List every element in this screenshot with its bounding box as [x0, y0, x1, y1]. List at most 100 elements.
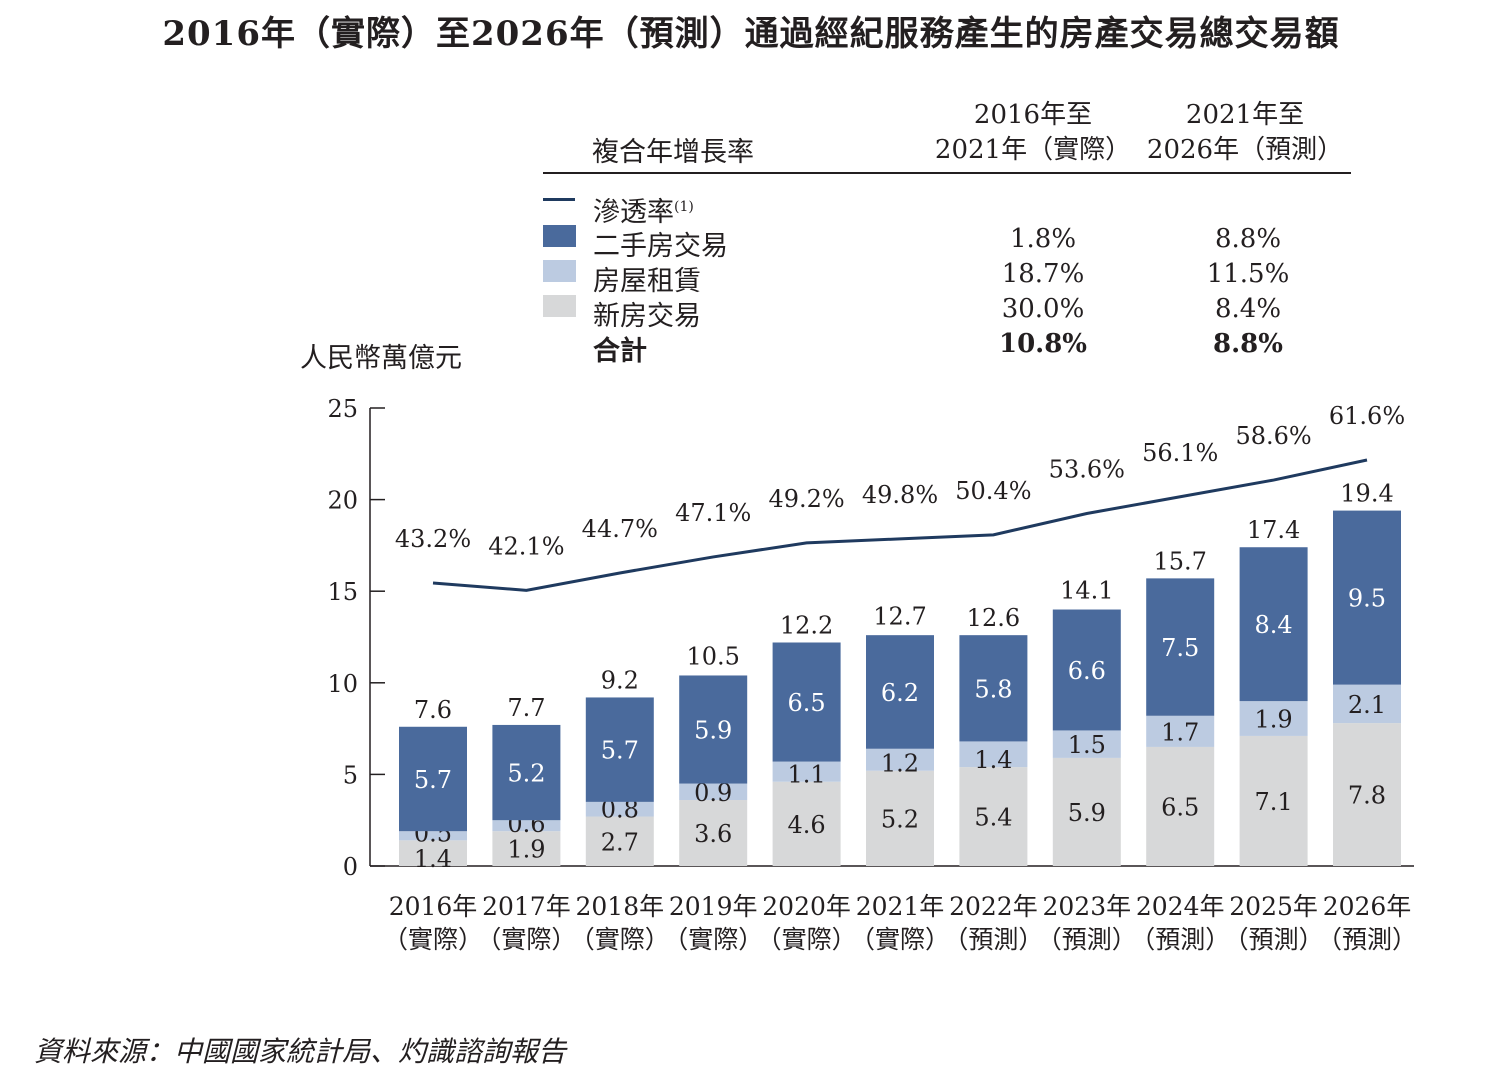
- cagr-value: 8.8%: [1213, 329, 1283, 359]
- penetration-rate-label: 42.1%: [488, 532, 564, 560]
- legend-label: 房屋租賃: [593, 266, 701, 297]
- x-tick-sublabel: （預測）: [1130, 925, 1230, 954]
- bar-value-label: 1.2: [881, 750, 919, 778]
- x-tick-label: 2025年: [1229, 892, 1318, 921]
- bar-segment: [1239, 701, 1308, 736]
- y-tick-label: 20: [327, 487, 358, 515]
- bar-segment: [679, 783, 748, 801]
- bar-total-label: 15.7: [1153, 547, 1206, 575]
- bar-total-label: 17.4: [1247, 516, 1300, 544]
- bar-segment: [959, 741, 1028, 768]
- x-tick-label: 2024年: [1136, 892, 1225, 921]
- x-tick-label: 2018年: [575, 892, 664, 921]
- cagr-period-2: 2021年至 2026年（預測）: [1140, 98, 1350, 168]
- bar-segment: [585, 697, 654, 802]
- bar-value-label: 5.7: [601, 737, 639, 765]
- penetration-rate-label: 53.6%: [1049, 455, 1125, 483]
- chart-title: 2016年（實際）至2026年（預測）通過經紀服務產生的房產交易總交易額: [162, 14, 1340, 54]
- cagr-value: 30.0%: [1001, 294, 1085, 324]
- cagr-header-rule: [543, 172, 1351, 174]
- bar-segment: [772, 761, 841, 782]
- x-tick-sublabel: （預測）: [1224, 925, 1324, 954]
- cagr-value: 1.8%: [1009, 224, 1077, 254]
- bar-value-label: 5.9: [694, 717, 732, 745]
- bar-segment: [866, 770, 934, 866]
- penetration-rate-label: 43.2%: [395, 525, 471, 553]
- bar-total-label: 12.7: [873, 602, 926, 630]
- bar-segment: [1333, 684, 1401, 724]
- bar-value-label: 5.9: [1068, 799, 1106, 827]
- bar-segment: [1333, 723, 1401, 866]
- bar-value-label: 1.4: [974, 746, 1012, 774]
- bar-segment: [1146, 715, 1215, 747]
- bar-segment: [1146, 746, 1215, 866]
- legend-swatch: [543, 295, 576, 317]
- legend-label: 合計: [593, 336, 647, 367]
- bar-total-label: 7.6: [414, 696, 452, 724]
- bar-value-label: 5.4: [974, 804, 1012, 832]
- legend-swatch: [543, 225, 576, 247]
- x-tick-sublabel: （實際）: [476, 925, 576, 954]
- bar-total-label: 10.5: [686, 643, 739, 671]
- source-note: 資料來源：中國國家統計局、灼識諮詢報告: [34, 1035, 567, 1068]
- penetration-rate-label: 50.4%: [955, 477, 1031, 505]
- cagr-value: 10.8%: [998, 329, 1088, 359]
- y-tick-label: 5: [343, 761, 358, 789]
- bar-value-label: 6.5: [788, 689, 826, 717]
- bar-segment: [866, 748, 934, 771]
- penetration-rate-label: 61.6%: [1329, 402, 1405, 430]
- cagr-value: 8.8%: [1214, 224, 1282, 254]
- bar-value-label: 3.6: [694, 820, 732, 848]
- bar-value-label: 1.9: [507, 836, 545, 864]
- bar-total-label: 14.1: [1060, 577, 1113, 605]
- legend-label: 滲透率(1): [593, 197, 694, 228]
- bar-segment: [959, 767, 1028, 866]
- bar-value-label: 5.7: [414, 766, 452, 794]
- bar-segment: [772, 642, 841, 762]
- x-tick-sublabel: （實際）: [663, 925, 763, 954]
- legend-footnote-mark: (1): [674, 199, 694, 215]
- cagr-period-2-line1: 2021年至: [1185, 100, 1305, 130]
- bar-segment: [399, 831, 467, 841]
- x-tick-sublabel: （預測）: [943, 925, 1043, 954]
- penetration-rate-label: 47.1%: [675, 499, 751, 527]
- bar-value-label: 5.2: [881, 805, 919, 833]
- bar-value-label: 1.4: [414, 845, 452, 873]
- penetration-rate-label: 49.8%: [862, 481, 938, 509]
- bar-segment: [1052, 609, 1121, 731]
- penetration-rate-label: 44.7%: [582, 515, 658, 543]
- bar-value-label: 0.9: [694, 779, 732, 807]
- bar-segment: [1239, 547, 1308, 702]
- bar-value-label: 2.1: [1348, 691, 1386, 719]
- bar-segment: [492, 831, 561, 866]
- bar-total-label: 7.7: [507, 694, 545, 722]
- x-tick-sublabel: （預測）: [1317, 925, 1417, 954]
- bar-value-label: 7.1: [1255, 788, 1293, 816]
- x-tick-sublabel: （預測）: [1037, 925, 1137, 954]
- penetration-line: [432, 458, 1368, 592]
- legend-line-swatch: [543, 198, 575, 201]
- bar-segment: [1333, 510, 1401, 685]
- bar-value-label: 6.5: [1161, 793, 1199, 821]
- bar-value-label: 5.2: [507, 760, 545, 788]
- x-tick-sublabel: （實際）: [383, 925, 483, 954]
- penetration-rate-label: 58.6%: [1235, 422, 1311, 450]
- bar-segment: [492, 724, 561, 821]
- bar-segment: [399, 840, 467, 866]
- cagr-period-1-line1: 2016年至: [973, 100, 1093, 130]
- bar-value-label: 1.5: [1068, 731, 1106, 759]
- legend-label: 新房交易: [593, 301, 701, 332]
- x-tick-label: 2016年: [389, 892, 478, 921]
- y-tick-label: 0: [343, 853, 358, 881]
- bar-total-label: 12.6: [967, 604, 1020, 632]
- bar-segment: [772, 781, 841, 866]
- x-tick-label: 2021年: [856, 892, 945, 921]
- bar-value-label: 7.5: [1161, 634, 1199, 662]
- legend-swatch: [543, 260, 576, 282]
- bar-segment: [1239, 735, 1308, 866]
- legend-label: 二手房交易: [593, 231, 728, 262]
- x-tick-label: 2026年: [1323, 892, 1412, 921]
- bar-value-label: 7.8: [1348, 782, 1386, 810]
- bar-segment: [1052, 757, 1121, 866]
- cagr-period-2-line2: 2026年（預測）: [1146, 135, 1344, 165]
